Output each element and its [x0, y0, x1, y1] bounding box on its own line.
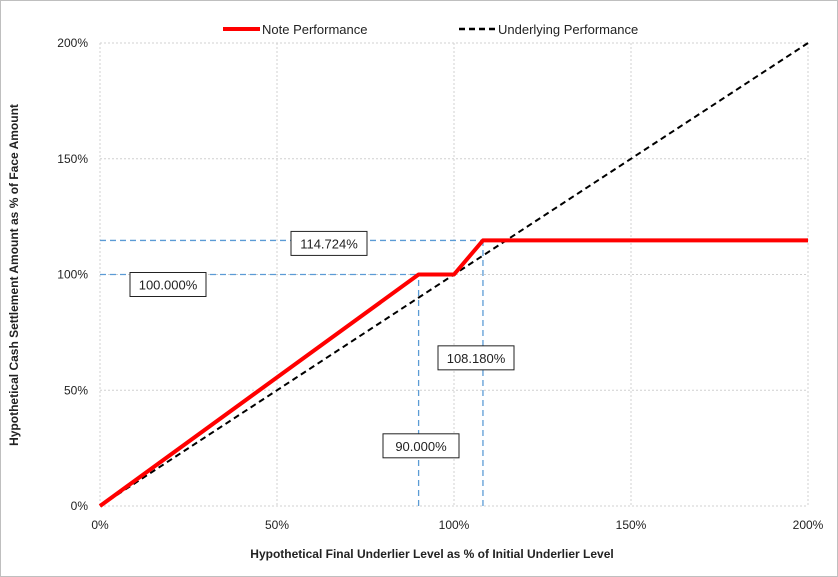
annotations: 114.724% 100.000% 108.180% 90.000% — [129, 230, 515, 459]
legend-label: Underlying Performance — [498, 22, 638, 37]
legend-underlying-performance: Underlying Performance — [459, 22, 638, 37]
annotation-label: 90.000% — [382, 433, 460, 459]
annotation-box — [129, 272, 207, 297]
y-tick-label: 200% — [57, 36, 88, 50]
annotation-text: 114.724% — [300, 236, 358, 251]
x-tick-label: 0% — [91, 518, 109, 532]
legend-label: Note Performance — [262, 22, 368, 37]
y-tick-label: 50% — [64, 383, 88, 397]
annotation-label: 100.000% — [129, 272, 207, 297]
note-performance-line — [98, 238, 808, 508]
legend-note-performance: Note Performance — [223, 22, 368, 37]
y-tick-label: 0% — [71, 499, 89, 513]
annotation-text: 100.000% — [139, 278, 198, 293]
x-tick-label: 150% — [616, 518, 647, 532]
annotation-box — [290, 230, 368, 256]
gridlines — [99, 42, 809, 507]
annotation-text: 108.180% — [447, 351, 506, 366]
y-tick-label: 150% — [57, 152, 88, 166]
y-axis-title: Hypothetical Cash Settlement Amount as %… — [7, 104, 21, 446]
annotation-box — [437, 345, 515, 371]
annotation-label: 114.724% — [290, 230, 368, 256]
x-tick-label: 200% — [793, 518, 824, 532]
series-lines — [98, 42, 809, 508]
annotation-box — [382, 433, 460, 459]
x-tick-label: 100% — [439, 518, 470, 532]
y-tick-label: 100% — [57, 268, 88, 282]
x-tick-label: 50% — [265, 518, 289, 532]
tick-labels: 0% 50% 100% 150% 200% 0% 50% 100% 150% 200% — [57, 36, 823, 532]
legend: Note Performance Underlying Performance — [223, 22, 638, 37]
annotation-label: 108.180% — [437, 345, 515, 371]
x-axis-title: Hypothetical Final Underlier Level as % … — [250, 547, 613, 561]
annotation-text: 90.000% — [395, 439, 447, 454]
